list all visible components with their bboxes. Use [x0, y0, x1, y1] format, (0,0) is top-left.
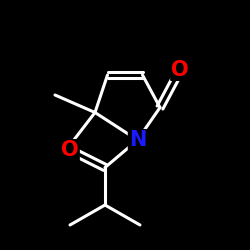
Text: O: O: [171, 60, 189, 80]
Text: N: N: [129, 130, 146, 150]
Text: O: O: [61, 140, 79, 160]
